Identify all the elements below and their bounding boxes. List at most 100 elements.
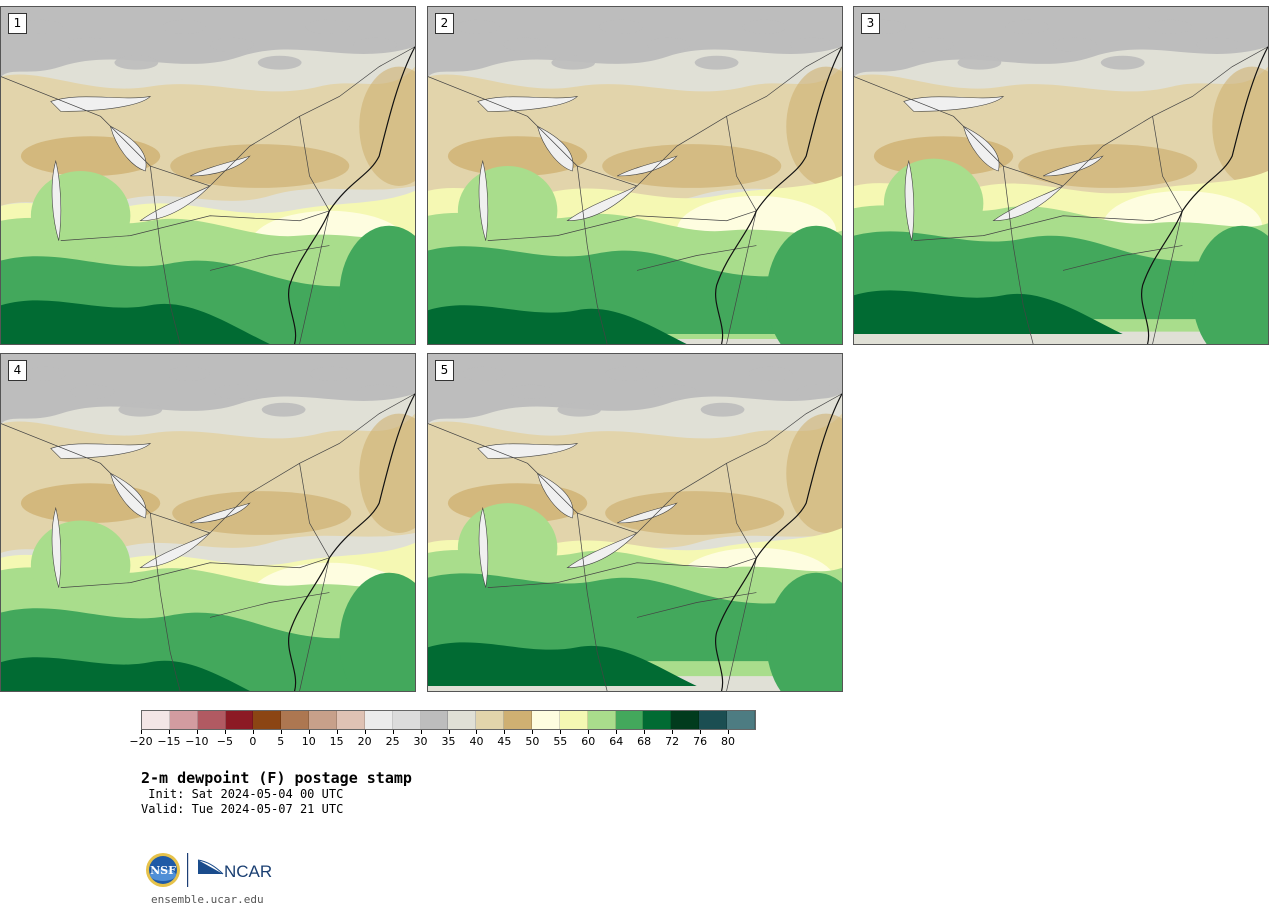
- green-region: [1192, 225, 1268, 344]
- colorbar-tick-label: 60: [581, 735, 596, 748]
- coastline: [1141, 46, 1268, 344]
- dry-patch: [551, 55, 596, 70]
- colorbar-tick: [672, 730, 674, 734]
- dry-patch: [742, 19, 787, 34]
- dry-patch: [700, 402, 745, 417]
- dry-patch: [1100, 55, 1145, 70]
- coastline: [715, 46, 842, 344]
- dry-patch: [166, 366, 210, 381]
- lake-superior: [477, 96, 579, 112]
- colorbar-tick-label: 40: [469, 735, 484, 748]
- nsf-logo-icon: NSF: [146, 853, 180, 887]
- colorbar-swatch: [337, 711, 365, 729]
- colorbar-tick-label: 30: [413, 735, 428, 748]
- colorbar-tick-label: 20: [357, 735, 372, 748]
- dry-patch: [748, 366, 793, 381]
- colorbar-swatch: [559, 711, 588, 729]
- member-number-label: 1: [8, 13, 27, 34]
- dark-tan-region: [170, 144, 350, 188]
- boundary-line: [60, 210, 330, 241]
- colorbar-tick-label: 76: [693, 735, 708, 748]
- dewpoint-map: [428, 354, 842, 691]
- dry-patch: [257, 55, 302, 70]
- colorbar-swatch: [699, 711, 728, 729]
- boundary-line: [1, 46, 415, 187]
- dry-patch: [70, 384, 115, 399]
- colorbar-tick-label: −20: [129, 735, 153, 748]
- lake-michigan: [478, 159, 489, 241]
- dry-patch: [909, 37, 954, 52]
- ncar-logo-text: NCAR: [224, 862, 272, 881]
- dry-patch: [599, 19, 643, 34]
- dry-patch: [694, 55, 739, 70]
- boundary-line: [299, 116, 330, 211]
- lake-superior: [477, 443, 579, 459]
- member-number-label: 5: [435, 360, 454, 381]
- colorbar-swatch: [420, 711, 449, 729]
- colorbar-tick-label: 72: [665, 735, 680, 748]
- boundary-line: [854, 46, 1268, 187]
- light-green-region: [30, 520, 131, 610]
- colorbar-tick: [392, 730, 394, 734]
- boundary-line: [209, 245, 330, 271]
- dry-patch: [1196, 37, 1241, 52]
- lake-michigan: [478, 506, 489, 588]
- dewpoint-map: [1, 7, 415, 344]
- light-green-region: [30, 171, 131, 261]
- boundary-line: [1002, 166, 1034, 344]
- colorbar-tick-label: 35: [441, 735, 456, 748]
- colorbar-tick-label: 15: [329, 735, 344, 748]
- dry-patch: [557, 402, 602, 417]
- boundary-line: [1152, 116, 1183, 211]
- boundary-line: [636, 245, 757, 271]
- colorbar-tick: [504, 730, 506, 734]
- colorbar-swatch: [253, 711, 282, 729]
- colorbar-tick: [448, 730, 450, 734]
- colorbar-tick-label: −10: [185, 735, 209, 748]
- dry-patch: [1005, 19, 1050, 34]
- coastline: [288, 393, 415, 691]
- boundary-line: [299, 463, 330, 558]
- colorbar-tick: [196, 730, 198, 734]
- lake-superior: [50, 443, 152, 459]
- colorbar-tick: [560, 730, 562, 734]
- dry-patch: [503, 37, 548, 52]
- dry-patch: [213, 384, 258, 399]
- dry-patch: [1148, 19, 1193, 34]
- valid-time-text: Valid: Tue 2024-05-07 21 UTC: [141, 802, 344, 816]
- boundary-line: [487, 210, 757, 241]
- colorbar-tick: [728, 730, 730, 734]
- ensemble-member-panel-1: 1: [0, 6, 416, 345]
- lake-michigan: [51, 506, 62, 588]
- colorbar-swatch: [643, 711, 672, 729]
- colorbar-tick-label: 5: [277, 735, 285, 748]
- boundary-line: [149, 513, 181, 691]
- colorbar-tick: [476, 730, 478, 734]
- lake-superior: [903, 96, 1005, 112]
- colorbar-tick: [700, 730, 702, 734]
- website-url: ensemble.ucar.edu: [151, 893, 264, 906]
- dry-patch: [790, 37, 835, 52]
- colorbar-tick: [588, 730, 590, 734]
- boundary-line: [726, 463, 757, 558]
- boundary-line: [1152, 210, 1183, 344]
- dry-patch: [1053, 37, 1097, 52]
- member-number-label: 3: [861, 13, 880, 34]
- dry-patch: [652, 384, 697, 399]
- colorbar-tick: [224, 730, 226, 734]
- colorbar-swatch: [532, 711, 560, 729]
- boundary-line: [576, 166, 608, 344]
- colorbar-swatch: [476, 711, 505, 729]
- colorbar-swatch: [281, 711, 310, 729]
- colorbar-tick-label: 68: [637, 735, 652, 748]
- nsf-logo-text: NSF: [150, 864, 176, 877]
- ensemble-member-panel-3: 3: [853, 6, 1269, 345]
- member-number-label: 4: [8, 360, 27, 381]
- lake-huron: [537, 125, 574, 172]
- boundary-line: [636, 592, 757, 618]
- dry-region-gray: [428, 354, 842, 424]
- boundary-line: [60, 557, 330, 588]
- coastline: [288, 46, 415, 344]
- boundary-line: [1062, 245, 1183, 271]
- dry-region-gray: [428, 7, 842, 77]
